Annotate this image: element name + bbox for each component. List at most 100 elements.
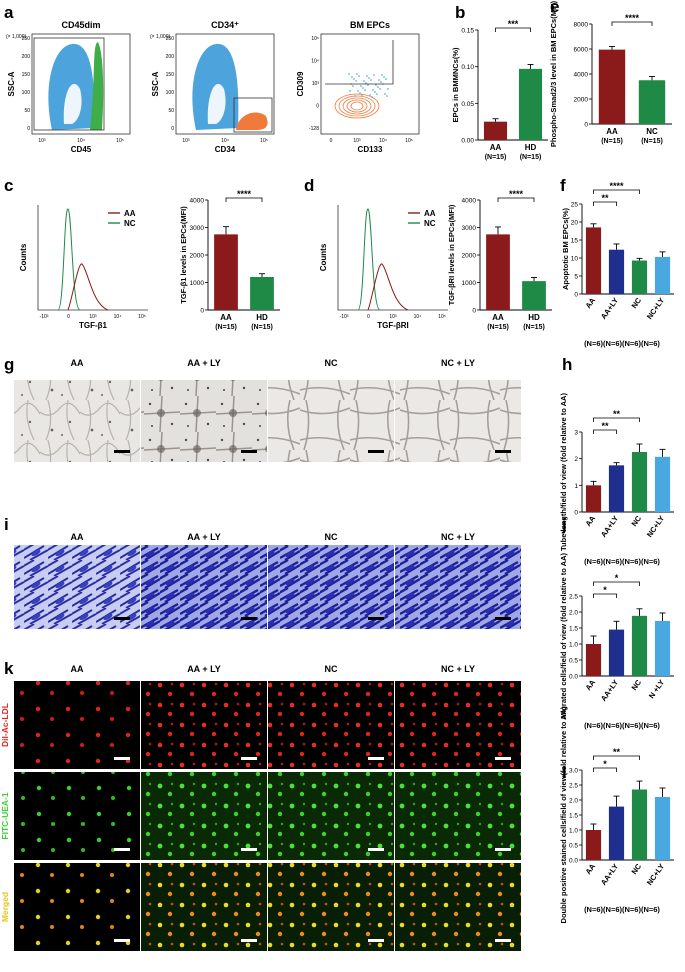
flow-event bbox=[352, 85, 354, 87]
scale-bar bbox=[495, 450, 511, 453]
y-tick-label: 2000 bbox=[190, 253, 205, 260]
flow-x-tick: 10³ bbox=[182, 138, 190, 144]
column-title: NC + LY bbox=[441, 664, 475, 674]
panel-letter-f: f bbox=[560, 176, 566, 195]
flow-gate bbox=[233, 97, 273, 133]
panel-letter-k: k bbox=[4, 659, 14, 678]
flow-x-tick: 10⁴ bbox=[221, 138, 229, 144]
column-title: AA bbox=[71, 664, 84, 674]
flow-y-tick: 100 bbox=[166, 90, 175, 96]
flow-event bbox=[357, 90, 359, 92]
scale-bar bbox=[495, 617, 511, 620]
flow-contour bbox=[350, 101, 364, 111]
significance-label: ** bbox=[601, 193, 609, 203]
y-tick-label: 0 bbox=[584, 122, 588, 129]
y-tick-label: 20 bbox=[571, 220, 579, 227]
y-axis-label: TGF-βRI levels in EPCs(MFI) bbox=[447, 204, 456, 305]
flow-y-tick: 200 bbox=[166, 54, 175, 60]
bar-AA+LY bbox=[608, 249, 625, 294]
group-size-footer: (N=6)(N=6)(N=6)(N=6) bbox=[584, 721, 660, 730]
histogram-x-tick: 0 bbox=[67, 314, 70, 320]
flow-event bbox=[366, 75, 368, 77]
y-tick-label: 4000 bbox=[190, 198, 205, 205]
bar-NC bbox=[631, 260, 648, 294]
category-label: HD bbox=[525, 143, 537, 152]
micrograph-dil-ac-ldl bbox=[268, 681, 394, 769]
bar-AA bbox=[585, 644, 602, 676]
significance-label: ** bbox=[613, 409, 621, 419]
micrograph-tube-formation bbox=[268, 380, 394, 462]
flow-event bbox=[379, 88, 381, 90]
flow-event bbox=[369, 94, 371, 96]
scale-bar bbox=[368, 939, 384, 942]
histogram-y-label: Counts bbox=[319, 243, 328, 271]
micrograph-dil-ac-ldl bbox=[395, 681, 521, 769]
significance-bracket bbox=[497, 197, 535, 202]
panel-letter-c: c bbox=[4, 176, 13, 195]
scale-bar bbox=[495, 848, 511, 851]
flow-event bbox=[383, 76, 385, 78]
flow-event bbox=[358, 75, 360, 77]
column-title: NC + LY bbox=[441, 358, 475, 368]
y-tick-label: 2.5 bbox=[569, 594, 578, 601]
category-label: AA bbox=[490, 143, 502, 152]
y-tick-label: 1000 bbox=[190, 280, 205, 287]
category-label: AA bbox=[584, 514, 598, 529]
group-size-footer: (N=6)(N=6)(N=6)(N=6) bbox=[584, 557, 660, 566]
y-tick-label: 2000 bbox=[574, 97, 589, 104]
flow-y-multiplier: (× 1,000) bbox=[6, 34, 26, 40]
scale-bar bbox=[241, 939, 257, 942]
bar-AA bbox=[585, 227, 602, 294]
flow-y-tick: 10⁵ bbox=[311, 36, 319, 42]
panel-letter-j: j bbox=[561, 515, 567, 534]
flow-y-tick: 100 bbox=[22, 90, 31, 96]
flow-contour bbox=[338, 95, 376, 117]
y-tick-label: 0.15 bbox=[461, 28, 474, 35]
flow-event bbox=[362, 87, 364, 89]
significance-bracket bbox=[495, 27, 531, 32]
y-tick-label: 4000 bbox=[574, 72, 589, 79]
scale-bar bbox=[495, 757, 511, 760]
scale-bar bbox=[241, 617, 257, 620]
significance-label: **** bbox=[609, 181, 624, 191]
y-tick-label: 0.0 bbox=[569, 674, 578, 681]
y-tick-label: 1.0 bbox=[569, 828, 578, 835]
y-tick-label: 0.10 bbox=[461, 64, 474, 71]
y-tick-label: 0 bbox=[574, 292, 578, 299]
flow-event bbox=[354, 95, 356, 97]
significance-bracket bbox=[593, 201, 617, 206]
category-label: NC bbox=[630, 678, 644, 693]
bar-AA+LY bbox=[608, 629, 625, 676]
category-sub-label: (N=15) bbox=[251, 324, 273, 331]
significance-label: **** bbox=[509, 189, 524, 199]
flow-y-tick: 10⁴ bbox=[311, 59, 319, 65]
bar-AA bbox=[486, 234, 510, 310]
y-tick-label: 4000 bbox=[462, 198, 477, 205]
micrograph-merged bbox=[14, 863, 140, 951]
histogram-x-tick: 0 bbox=[367, 314, 370, 320]
flow-plot-0: CD45dim (× 1,000) 10³ 10⁴ 10⁵ 250 200 150 100 50 0… bbox=[6, 20, 131, 154]
legend-entry-aa: AA bbox=[424, 209, 436, 218]
category-label: AA bbox=[606, 127, 618, 136]
bar-AA bbox=[214, 234, 238, 310]
y-tick-label: 2 bbox=[574, 456, 578, 463]
flow-x-tick: 10⁴ bbox=[77, 138, 85, 144]
significance-label: **** bbox=[237, 189, 252, 199]
micrograph-dil-ac-ldl bbox=[14, 681, 140, 769]
y-tick-label: 2.0 bbox=[569, 610, 578, 617]
flow-y-tick: 50 bbox=[24, 108, 30, 114]
bar-NC+LY bbox=[654, 256, 671, 294]
panel-letter-h: h bbox=[562, 355, 572, 374]
micrograph-row-tube-formation: AA AA + LY NC NC + LY bbox=[14, 358, 521, 462]
histogram-axes bbox=[37, 205, 148, 311]
flow-event bbox=[355, 80, 357, 82]
flow-event bbox=[372, 89, 374, 91]
significance-label: * bbox=[603, 759, 607, 769]
micrograph-row-fitc-uea-1 bbox=[14, 772, 521, 860]
flow-y-tick: 150 bbox=[22, 72, 31, 78]
bar-AA+LY bbox=[608, 806, 625, 860]
micrograph-migration bbox=[268, 545, 394, 629]
significance-label: * bbox=[615, 573, 619, 583]
